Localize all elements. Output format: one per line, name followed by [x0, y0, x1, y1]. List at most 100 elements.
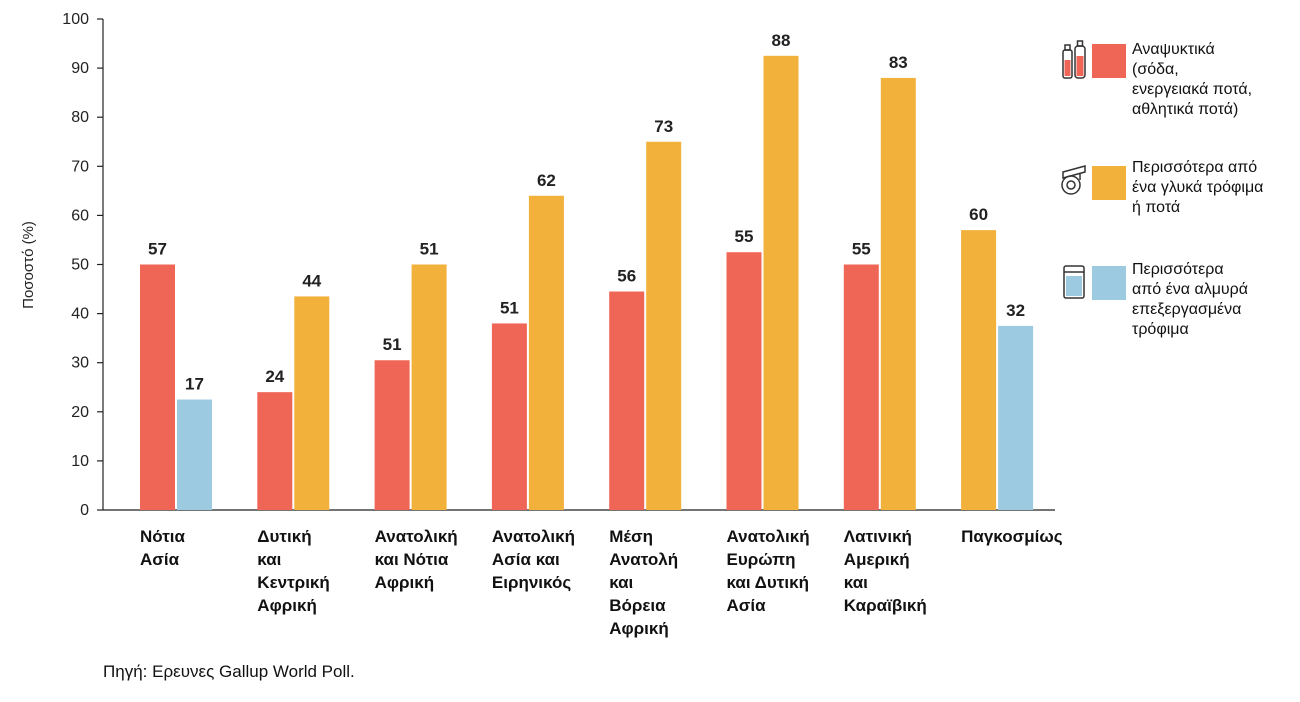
- category-label-line: Ευρώπη: [727, 550, 796, 569]
- category-label-line: Καραϊβική: [844, 596, 927, 615]
- bar-value-label: 60: [969, 205, 988, 224]
- category-label: Παγκοσμίως: [961, 527, 1063, 546]
- category-label-line: Παγκοσμίως: [961, 527, 1063, 546]
- legend-label-line: από ένα αλμυρά: [1132, 281, 1249, 298]
- legend-label-line: τρόφιμα: [1132, 321, 1189, 338]
- bar: [491, 323, 527, 510]
- legend-label-soft-drinks: Αναψυκτικά (σόδα, ενεργειακά ποτά, αθλητ…: [1132, 40, 1252, 120]
- y-tick-label: 50: [71, 257, 89, 274]
- bar-value-label: 24: [265, 367, 284, 386]
- category-label-line: Μέση: [609, 527, 653, 546]
- category-label-line: Βόρεια: [609, 596, 666, 615]
- category-label-line: και: [257, 550, 281, 569]
- bottles-icon: [1062, 40, 1086, 79]
- category-label-line: Ασία και: [492, 550, 560, 569]
- bar-value-label: 55: [852, 240, 871, 259]
- category-label-line: Νότια: [140, 527, 185, 546]
- legend-item-soft-drinks: Αναψυκτικά (σόδα, ενεργειακά ποτά, αθλητ…: [1060, 40, 1252, 120]
- legend-label-line: ενεργειακά ποτά,: [1132, 81, 1253, 98]
- legend-label-sweet: Περισσότερα από ένα γλυκά τρόφιμα ή ποτά: [1132, 158, 1263, 218]
- source-note: Πηγή: Ερευνες Gallup World Poll.: [103, 662, 355, 681]
- category-label-line: και: [844, 573, 868, 592]
- category-label-line: Αφρική: [375, 573, 435, 592]
- bar: [257, 392, 293, 510]
- bar: [177, 399, 212, 510]
- y-tick-label: 100: [62, 11, 89, 28]
- y-tick-label: 0: [80, 502, 89, 519]
- legend-swatch-soft-drinks: [1092, 44, 1126, 78]
- y-axis-title: Ποσοστό (%): [20, 221, 37, 309]
- category-label-line: Αφρική: [257, 596, 317, 615]
- category-label-line: Αφρική: [609, 619, 669, 638]
- bar-value-label: 32: [1006, 301, 1025, 320]
- category-label: Λατινική Αμερική και Καραϊβική: [844, 527, 927, 615]
- y-tick-label: 90: [71, 60, 89, 77]
- y-tick-label: 10: [71, 453, 89, 470]
- category-label-line: Κεντρική: [257, 573, 330, 592]
- bar: [528, 195, 564, 510]
- legend-label-line: αθλητικά ποτά): [1132, 101, 1239, 118]
- legend-label-line: Περισσότερα: [1132, 261, 1224, 278]
- bar: [880, 77, 916, 511]
- category-label: Νότια Ασία: [140, 527, 185, 569]
- y-tick-label: 40: [71, 306, 89, 323]
- bar-value-label: 62: [537, 171, 556, 190]
- category-label-line: Λατινική: [844, 527, 912, 546]
- legend-label-line: ένα γλυκά τρόφιμα: [1132, 179, 1264, 196]
- category-label: Ανατολική Ευρώπη και Δυτική Ασία: [727, 527, 810, 615]
- category-label-line: και Νότια: [375, 550, 449, 569]
- legend-label-salty: Περισσότερα από ένα αλμυρά επεξεργασμένα…: [1132, 260, 1248, 340]
- bar-value-label: 51: [420, 240, 439, 259]
- legend-item-salty: Περισσότερα από ένα αλμυρά επεξεργασμένα…: [1060, 260, 1248, 340]
- category-label: Ανατολική και Νότια Αφρική: [375, 527, 458, 592]
- y-tick-label: 80: [71, 109, 89, 126]
- bar: [609, 291, 645, 510]
- bar-value-label: 88: [772, 31, 791, 50]
- legend-swatch-sweet: [1092, 166, 1126, 200]
- bar: [411, 264, 447, 510]
- category-label-line: και: [609, 573, 633, 592]
- y-tick-label: 60: [71, 207, 89, 224]
- jar-icon: [1063, 265, 1085, 299]
- bar: [843, 264, 879, 510]
- bar-value-label: 83: [889, 53, 908, 72]
- bar-value-label: 51: [500, 298, 519, 317]
- legend-swatch-salty: [1092, 266, 1126, 300]
- legend-label-line: Περισσότερα από: [1132, 159, 1258, 176]
- legend-label-line: ή ποτά: [1132, 199, 1181, 216]
- category-label-line: Ανατολική: [375, 527, 458, 546]
- category-label-line: Ανατολή: [609, 550, 678, 569]
- legend-label-line: (σόδα,: [1132, 61, 1179, 78]
- bar-value-label: 51: [383, 335, 402, 354]
- category-label: Μέση Ανατολή και Βόρεια Αφρική: [609, 527, 678, 638]
- bar-value-label: 44: [302, 271, 321, 290]
- bar: [998, 325, 1034, 510]
- category-label-line: Ειρηνικός: [492, 573, 571, 592]
- bar: [763, 55, 799, 510]
- category-label-line: Ανατολική: [727, 527, 810, 546]
- bar: [646, 141, 682, 510]
- bar: [961, 230, 997, 510]
- category-label-line: Ανατολική: [492, 527, 575, 546]
- category-label-line: Δυτική: [257, 527, 311, 546]
- category-label: Ανατολική Ασία και Ειρηνικός: [492, 527, 575, 592]
- bar-value-label: 17: [185, 375, 204, 394]
- bar: [294, 296, 330, 510]
- y-tick-label: 20: [71, 404, 89, 421]
- category-label-line: Ασία: [140, 550, 180, 569]
- bar: [374, 360, 410, 510]
- bar-value-label: 57: [148, 240, 167, 259]
- bar: [140, 264, 175, 510]
- bar-value-label: 55: [735, 227, 754, 246]
- legend-label-line: Αναψυκτικά: [1132, 41, 1215, 58]
- bar-value-label: 56: [617, 267, 636, 286]
- category-label-line: Αμερική: [844, 550, 910, 569]
- bar: [726, 252, 762, 510]
- y-tick-label: 70: [71, 158, 89, 175]
- y-tick-label: 30: [71, 355, 89, 372]
- category-label: Δυτική και Κεντρική Αφρική: [257, 527, 330, 615]
- cake-icon: [1061, 165, 1086, 195]
- legend-item-sweet: Περισσότερα από ένα γλυκά τρόφιμα ή ποτά: [1060, 158, 1263, 218]
- category-label-line: και Δυτική: [727, 573, 809, 592]
